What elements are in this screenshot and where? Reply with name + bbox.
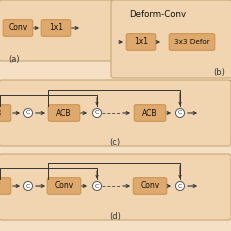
FancyBboxPatch shape	[47, 178, 81, 194]
Text: 1x1: 1x1	[49, 24, 63, 33]
Text: C: C	[178, 110, 182, 116]
Circle shape	[24, 182, 33, 191]
Circle shape	[176, 109, 185, 118]
FancyBboxPatch shape	[134, 105, 166, 121]
Text: (c): (c)	[109, 138, 121, 147]
Text: (d): (d)	[109, 212, 121, 221]
Text: (a): (a)	[8, 55, 20, 64]
Text: Conv: Conv	[54, 182, 74, 191]
Text: Conv: Conv	[8, 24, 28, 33]
Circle shape	[176, 182, 185, 191]
FancyBboxPatch shape	[48, 105, 80, 121]
Text: 1x1: 1x1	[134, 37, 148, 46]
Text: Deform-Conv: Deform-Conv	[129, 10, 187, 19]
Text: C: C	[26, 110, 30, 116]
FancyBboxPatch shape	[111, 0, 231, 78]
Text: ACB: ACB	[142, 109, 158, 118]
Text: C: C	[26, 183, 30, 188]
Text: C: C	[178, 183, 182, 188]
Text: C: C	[95, 110, 99, 116]
Text: Conv: Conv	[140, 182, 160, 191]
FancyBboxPatch shape	[0, 154, 231, 220]
Circle shape	[24, 109, 33, 118]
FancyBboxPatch shape	[41, 20, 71, 36]
Circle shape	[92, 182, 101, 191]
Text: ACB: ACB	[56, 109, 72, 118]
Text: C: C	[95, 183, 99, 188]
FancyBboxPatch shape	[3, 20, 33, 36]
Text: 3x3 Defor: 3x3 Defor	[174, 39, 210, 45]
FancyBboxPatch shape	[0, 105, 11, 121]
Circle shape	[92, 109, 101, 118]
FancyBboxPatch shape	[0, 178, 11, 194]
FancyBboxPatch shape	[133, 178, 167, 194]
Text: (b): (b)	[213, 68, 225, 77]
FancyBboxPatch shape	[169, 34, 215, 50]
FancyBboxPatch shape	[0, 0, 113, 61]
FancyBboxPatch shape	[0, 80, 231, 146]
FancyBboxPatch shape	[126, 34, 156, 50]
